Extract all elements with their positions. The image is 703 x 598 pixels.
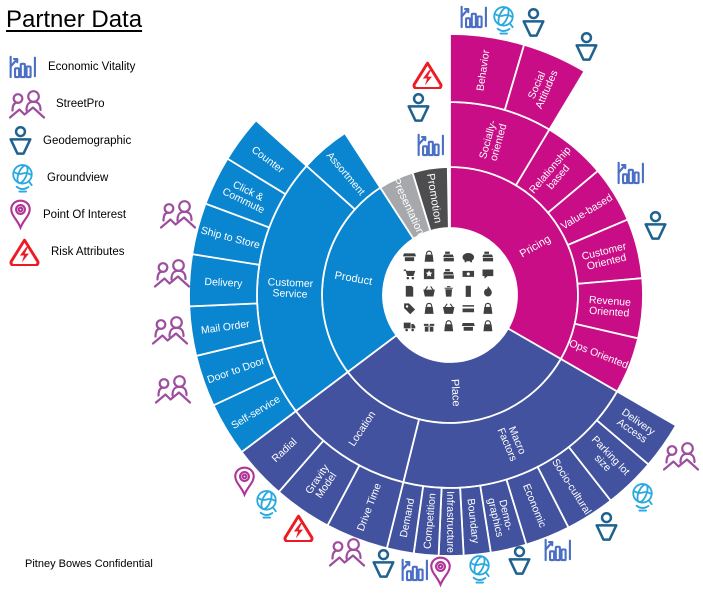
segment-social-attitudes xyxy=(503,43,586,131)
legend-label: Risk Attributes xyxy=(51,245,125,258)
star-badge-icon xyxy=(423,268,435,280)
legend-item-groundview: Groundview xyxy=(8,159,135,196)
streetpro-icon xyxy=(153,259,191,288)
tote-bag-icon xyxy=(424,302,434,314)
economic-vitality-icon xyxy=(617,161,644,185)
geodemographic-icon xyxy=(508,545,531,575)
gift-bag-icon xyxy=(483,302,493,314)
groundview-icon xyxy=(469,554,490,584)
sunburst-segments xyxy=(188,33,678,557)
geodemographic-icon xyxy=(372,548,395,578)
segment-label-competition: Competition xyxy=(421,492,438,549)
streetpro-icon xyxy=(151,316,189,345)
segment-assortment xyxy=(305,131,382,211)
cash-drawer-icon xyxy=(443,251,454,262)
geodemographic-icon xyxy=(407,92,430,122)
economic-vitality-icon xyxy=(401,558,428,582)
streetpro-icon xyxy=(662,442,700,471)
geodemographic-icon xyxy=(644,210,667,240)
segment-label-revenue-oriented: RevenueOriented xyxy=(588,294,632,320)
segment-label-customer-service: CustomerService xyxy=(267,276,314,301)
duffel-bag-icon xyxy=(483,320,493,332)
point-of-interest-icon xyxy=(430,556,451,586)
segment-label-boundary: Boundary xyxy=(465,498,482,545)
segment-counter xyxy=(226,119,308,196)
receipt-icon xyxy=(405,285,414,297)
segment-label-delivery: Delivery xyxy=(204,276,243,290)
economic-vitality-icon xyxy=(544,538,571,562)
economic-vitality-icon xyxy=(417,133,444,157)
legend-item-economic-vitality: Economic Vitality xyxy=(8,48,135,85)
center-icon-grid xyxy=(403,250,494,332)
segment-label-infrastructure: Infrastructure xyxy=(444,491,456,553)
groundview-icon xyxy=(256,489,277,519)
banknote-icon xyxy=(462,270,475,277)
gift-box-icon xyxy=(423,323,435,332)
segment-promotion xyxy=(411,166,450,233)
trash-bin-icon xyxy=(444,286,453,297)
confidential-note: Pitney Bowes Confidential xyxy=(25,558,153,570)
phone-icon xyxy=(465,285,471,297)
groundview-icon xyxy=(8,162,37,193)
legend-item-risk-attributes: Risk Attributes xyxy=(8,233,135,270)
shopping-bag-icon xyxy=(424,250,434,262)
legend: Economic Vitality StreetPro Geodemographic… xyxy=(8,48,135,270)
point-of-interest-icon xyxy=(234,466,255,496)
legend-label: Geodemographic xyxy=(43,134,132,147)
flame-icon xyxy=(484,285,492,297)
geodemographic-icon xyxy=(522,7,545,37)
streetpro-icon xyxy=(159,200,197,229)
economic-vitality-icon xyxy=(8,53,38,80)
price-tag-icon xyxy=(404,303,416,315)
segment-label-place: Place xyxy=(448,379,462,407)
streetpro-icon xyxy=(8,88,46,120)
risk-attributes-icon xyxy=(412,61,443,89)
economic-vitality-icon xyxy=(460,5,487,29)
geodemographic-icon xyxy=(595,511,618,541)
risk-attributes-icon xyxy=(283,514,314,542)
paper-bag-icon xyxy=(444,320,454,332)
legend-item-streetpro: StreetPro xyxy=(8,85,135,122)
legend-item-geodemographic: Geodemographic xyxy=(8,122,135,159)
streetpro-icon xyxy=(328,538,366,567)
shopping-cart-icon xyxy=(403,269,416,280)
shopping-basket-icon xyxy=(423,286,435,297)
point-of-interest-icon xyxy=(8,198,33,231)
legend-label: StreetPro xyxy=(56,97,105,110)
legend-label: Groundview xyxy=(47,171,109,184)
legend-item-point-of-interest: Point Of Interest xyxy=(8,196,135,233)
cash-register-icon xyxy=(482,251,494,262)
weighing-scale-icon xyxy=(443,269,454,279)
legend-label: Point Of Interest xyxy=(43,208,127,221)
geodemographic-icon xyxy=(8,125,33,156)
delivery-truck-icon xyxy=(403,322,416,332)
legend-label: Economic Vitality xyxy=(48,60,136,73)
streetpro-icon xyxy=(154,375,192,404)
geodemographic-icon xyxy=(575,31,598,61)
chat-bubble-icon xyxy=(482,269,494,279)
segment-label-behavior: Behavior xyxy=(474,49,492,92)
page-title: Partner Data xyxy=(6,6,143,33)
market-stall-icon xyxy=(461,322,475,331)
groundview-icon xyxy=(493,5,514,35)
piggy-bank-icon xyxy=(462,252,475,263)
laundry-basket-icon xyxy=(442,303,455,314)
risk-attributes-icon xyxy=(8,237,41,266)
groundview-icon xyxy=(632,482,653,512)
store-icon xyxy=(403,253,416,262)
credit-card-icon xyxy=(462,305,475,313)
